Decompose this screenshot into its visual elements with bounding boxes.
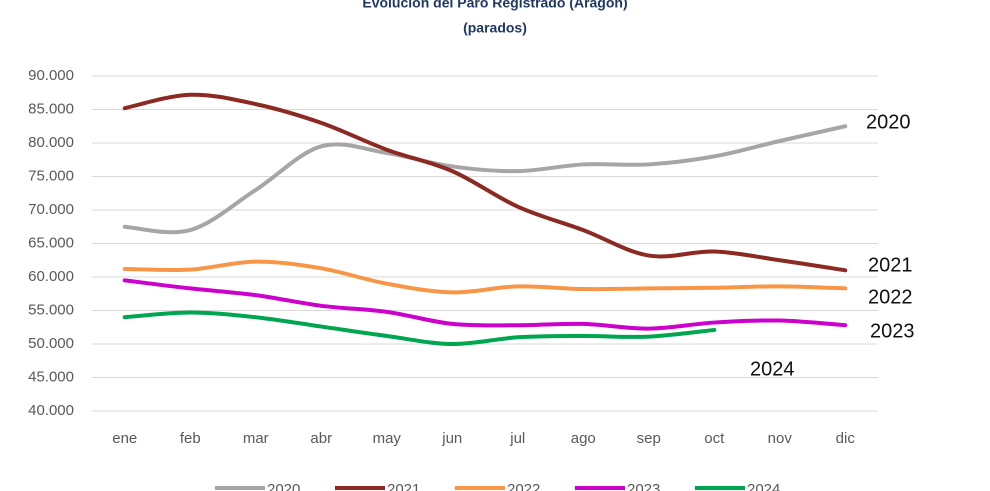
y-tick-label: 65.000 (28, 234, 74, 251)
y-tick-label: 75.000 (28, 167, 74, 184)
x-tick-label: abr (310, 430, 332, 447)
y-tick-label: 85.000 (28, 100, 74, 117)
y-tick-label: 70.000 (28, 201, 74, 218)
x-tick-label: feb (180, 430, 201, 447)
y-tick-label: 50.000 (28, 335, 74, 352)
y-tick-label: 45.000 (28, 368, 74, 385)
legend-label: 2021 (387, 481, 420, 491)
series-line (122, 278, 848, 331)
legend-label: 2020 (267, 481, 300, 491)
series-end-label: 2021 (868, 254, 913, 276)
y-tick-label: 40.000 (28, 402, 74, 419)
chart-title: Evolución del Paro Registrado (Aragón) (362, 0, 627, 11)
series-end-label: 2022 (868, 286, 913, 308)
x-tick-label: ago (571, 430, 596, 447)
y-tick-label: 55.000 (28, 301, 74, 318)
x-tick-label: nov (768, 430, 793, 447)
series-line (122, 92, 848, 273)
series-line (122, 310, 717, 347)
series-line (122, 124, 848, 235)
x-tick-label: dic (836, 430, 856, 447)
legend-label: 2024 (747, 481, 780, 491)
series-end-label: 2024 (750, 358, 795, 380)
series-end-label: 2023 (870, 320, 915, 342)
y-tick-label: 60.000 (28, 268, 74, 285)
legend-label: 2023 (627, 481, 660, 491)
x-tick-label: jun (441, 430, 462, 447)
x-tick-label: sep (637, 430, 661, 447)
x-tick-label: ene (112, 430, 137, 447)
x-tick-label: may (373, 430, 402, 447)
y-tick-label: 80.000 (28, 134, 74, 151)
series-end-label: 2020 (866, 111, 911, 133)
legend-label: 2022 (507, 481, 540, 491)
chart-subtitle: (parados) (463, 20, 527, 36)
series-line (122, 259, 848, 295)
x-tick-label: oct (704, 430, 725, 447)
y-tick-label: 90.000 (28, 67, 74, 84)
x-tick-label: jul (509, 430, 525, 447)
x-tick-label: mar (243, 430, 269, 447)
